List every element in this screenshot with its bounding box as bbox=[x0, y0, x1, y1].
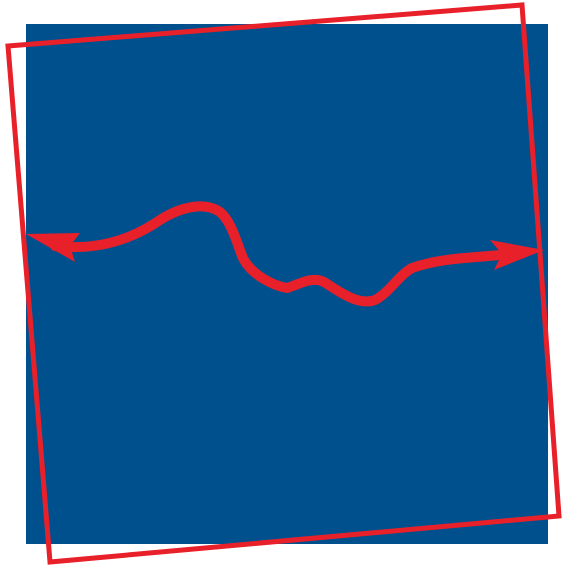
wavy-arrow-line bbox=[50, 201, 505, 307]
left-arrowhead-icon bbox=[26, 233, 80, 262]
right-arrowhead-icon bbox=[490, 240, 544, 270]
tilted-frame-outline bbox=[5, 2, 562, 565]
